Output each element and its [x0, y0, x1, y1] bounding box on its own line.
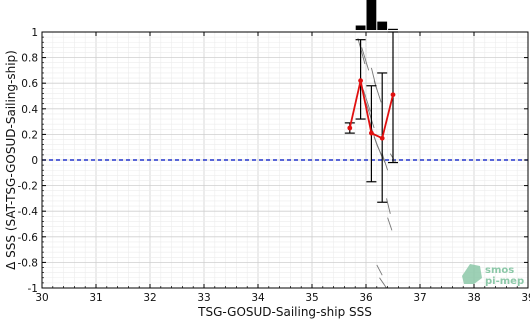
x-tick-label: 35	[305, 292, 318, 304]
y-tick-label: 1	[31, 27, 38, 39]
x-tick-label: 33	[197, 292, 210, 304]
y-tick-label: 0.4	[21, 104, 38, 116]
histogram-bar	[377, 22, 387, 30]
y-tick-label: 0.6	[21, 78, 38, 90]
x-tick-label: 38	[467, 292, 480, 304]
x-tick-label: 36	[359, 292, 373, 304]
histogram-bar	[388, 29, 398, 30]
x-tick-label: 39	[521, 292, 530, 304]
x-axis-label: TSG-GOSUD-Sailing-ship SSS	[197, 305, 372, 319]
x-tick-label: 37	[413, 292, 426, 304]
y-tick-label: 0.8	[21, 53, 38, 65]
y-tick-label: 0.2	[21, 129, 38, 141]
y-tick-label: -0.6	[18, 232, 39, 244]
data-point	[347, 126, 352, 131]
y-axis-label: Δ SSS (SAT-TSG-GOSUD-Sailing-ship)	[4, 50, 18, 270]
y-tick-label: 0	[31, 155, 38, 167]
data-point	[358, 78, 363, 83]
y-tick-label: -1	[28, 283, 38, 295]
data-point	[369, 131, 374, 136]
y-tick-label: -0.2	[18, 181, 39, 193]
histogram	[356, 0, 398, 30]
logo-text-line2: pi-mep	[485, 276, 524, 287]
histogram-bar	[367, 0, 377, 30]
y-tick-label: -0.8	[18, 257, 39, 269]
y-tick-label: -0.4	[18, 206, 39, 218]
data-point	[380, 136, 385, 141]
logo-text-line1: smos	[485, 265, 514, 276]
x-tick-label: 34	[251, 292, 265, 304]
histogram-bar	[356, 26, 366, 31]
x-tick-label: 32	[143, 292, 156, 304]
x-tick-label: 31	[89, 292, 102, 304]
data-point	[391, 92, 396, 97]
